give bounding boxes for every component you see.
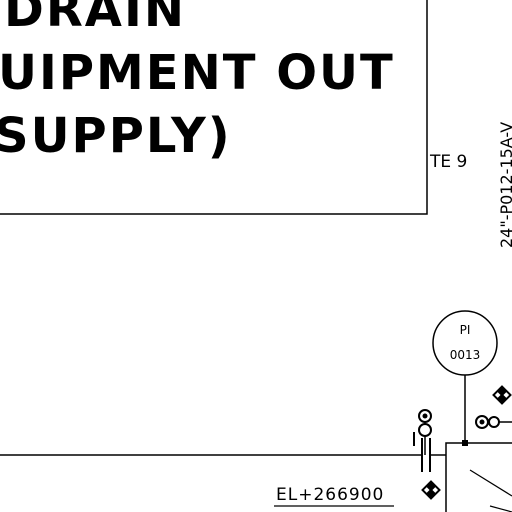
process-piping (0, 438, 512, 512)
vessel-internal-line (469, 469, 512, 497)
note-box-border (0, 0, 428, 215)
gauge-valve-icon[interactable] (488, 416, 500, 428)
pressure-indicator[interactable]: PI 0013 (432, 310, 498, 446)
root-valve-core-icon (479, 419, 485, 425)
vessel-internal-line-lower (489, 505, 512, 512)
instrument-bubble[interactable] (432, 310, 498, 376)
vessel-outline (445, 442, 512, 512)
instrument-tag-letters: PI (460, 323, 471, 337)
instrument-tag-number: 0013 (450, 348, 481, 362)
elevation-label: EL+266900 (276, 485, 384, 505)
instrument-tap-point (462, 440, 468, 446)
line-number-label: 24"-P012-15A-V (497, 122, 512, 248)
check-valve-lower-icon[interactable] (421, 480, 441, 500)
note-line-3: SUPPLY) (0, 108, 232, 164)
check-valve-upper-icon[interactable] (492, 385, 512, 405)
instrument-valves[interactable] (413, 385, 512, 500)
note-line-1: DRAIN (4, 0, 186, 38)
elevation-callout: EL+266900 (274, 485, 394, 507)
isolation-valve-icon[interactable] (418, 423, 432, 437)
vent-valve-core-icon (422, 413, 428, 419)
note-reference-text: TE 9 (429, 152, 467, 172)
note-box: DRAIN UIPMENT OUT SUPPLY) (0, 0, 428, 215)
note-line-2: UIPMENT OUT (0, 45, 395, 101)
